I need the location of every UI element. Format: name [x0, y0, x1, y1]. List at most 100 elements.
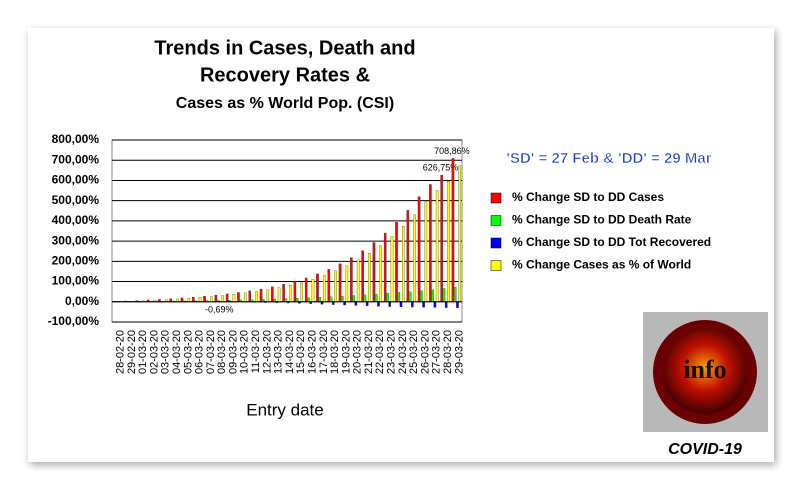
bar: [418, 197, 420, 302]
x-tick-label: 22-03-20: [374, 330, 386, 374]
note: 'SD' = 27 Feb & 'DD' = 29 Mar: [506, 150, 711, 167]
bar: [429, 184, 431, 301]
bar: [368, 253, 370, 302]
x-tick-label: 06-03-20: [194, 330, 206, 374]
bar: [409, 292, 411, 302]
bar: [389, 302, 391, 307]
bar: [271, 287, 273, 302]
bar: [447, 181, 449, 302]
bar: [441, 175, 443, 302]
legend-label: % Change SD to DD Tot Recovered: [512, 235, 711, 249]
bar: [260, 289, 262, 302]
legend-label: % Change SD to DD Death Rate: [512, 213, 692, 227]
bar: [222, 296, 224, 302]
bar: [445, 302, 447, 308]
chart-title: Trends in Cases, Death and: [154, 37, 415, 59]
y-tick-label: 300,00%: [52, 233, 100, 247]
x-tick-label: 14-03-20: [284, 330, 296, 374]
bar: [192, 297, 194, 302]
x-tick-label: 15-03-20: [295, 330, 307, 374]
bar: [181, 298, 183, 302]
bar: [301, 282, 303, 301]
x-tick-label: 12-03-20: [261, 330, 273, 374]
bar: [377, 302, 379, 306]
bar: [199, 297, 201, 301]
bar: [188, 298, 190, 302]
x-tick-label: 28-03-20: [442, 330, 454, 374]
x-tick-label: 07-03-20: [205, 330, 217, 374]
bar: [443, 288, 445, 301]
y-tick-label: 0,00%: [65, 294, 99, 308]
x-tick-label: 21-03-20: [363, 330, 375, 374]
bar: [384, 233, 386, 302]
legend-label: % Change Cases as % of World: [512, 258, 691, 272]
y-tick-label: 600,00%: [52, 173, 100, 187]
bar: [226, 294, 228, 302]
legend-swatch: [491, 261, 501, 271]
x-tick-label: 28-02-20: [115, 330, 127, 374]
x-tick-label: 20-03-20: [352, 330, 364, 374]
bar: [436, 190, 438, 301]
bar: [307, 298, 309, 302]
legend-swatch: [491, 193, 501, 203]
y-tick-label: 100,00%: [52, 274, 100, 288]
y-tick-label: -100,00%: [48, 314, 100, 328]
bar: [346, 266, 348, 302]
bar: [341, 296, 343, 302]
bar: [400, 302, 402, 307]
bar: [459, 166, 461, 302]
bar: [294, 281, 296, 301]
x-tick-label: 24-03-20: [397, 330, 409, 374]
bar: [398, 292, 400, 301]
bar: [407, 210, 409, 301]
x-tick-label: 02-03-20: [148, 330, 160, 374]
bar: [456, 302, 458, 308]
bar: [210, 297, 212, 302]
x-tick-label: 01-03-20: [137, 330, 149, 374]
x-tick-label: 19-03-20: [340, 330, 352, 374]
icon-caption: COVID-19: [668, 441, 742, 458]
bar: [339, 264, 341, 302]
bar: [312, 279, 314, 302]
x-axis-label: Entry date: [246, 400, 324, 419]
icon: info: [643, 312, 768, 432]
bar: [425, 202, 427, 302]
chart-subtitle: Cases as % World Pop. (CSI): [176, 95, 394, 112]
bar: [316, 274, 318, 302]
y-tick-label: 800,00%: [52, 132, 100, 146]
bar: [330, 297, 332, 302]
y-tick-label: 400,00%: [52, 213, 100, 227]
bar: [319, 297, 321, 301]
bar: [395, 222, 397, 302]
x-tick-label: 11-03-20: [250, 330, 262, 373]
bar: [380, 246, 382, 302]
x-tick-label: 29-03-20: [453, 330, 465, 374]
data-label: 708,86%: [434, 146, 470, 156]
bar: [267, 290, 269, 302]
legend-swatch: [491, 216, 501, 226]
x-tick-label: 25-03-20: [408, 330, 420, 374]
x-tick-label: 04-03-20: [171, 330, 183, 374]
x-tick-label: 08-03-20: [216, 330, 228, 374]
bar: [323, 275, 325, 301]
bar: [357, 260, 359, 302]
x-tick-label: 26-03-20: [419, 330, 431, 374]
bar: [282, 284, 284, 302]
data-label: -0,69%: [205, 304, 234, 314]
bar: [452, 158, 454, 301]
bar: [422, 302, 424, 307]
bar: [328, 269, 330, 302]
y-tick-label: 200,00%: [52, 254, 100, 268]
bar: [375, 294, 377, 302]
legend-swatch: [491, 238, 501, 248]
bar: [413, 215, 415, 302]
x-tick-label: 23-03-20: [386, 330, 398, 374]
bar: [362, 251, 364, 302]
bar: [434, 302, 436, 308]
bar: [244, 293, 246, 302]
bar: [334, 271, 336, 302]
icon-label: info: [683, 355, 726, 384]
bar: [305, 278, 307, 302]
